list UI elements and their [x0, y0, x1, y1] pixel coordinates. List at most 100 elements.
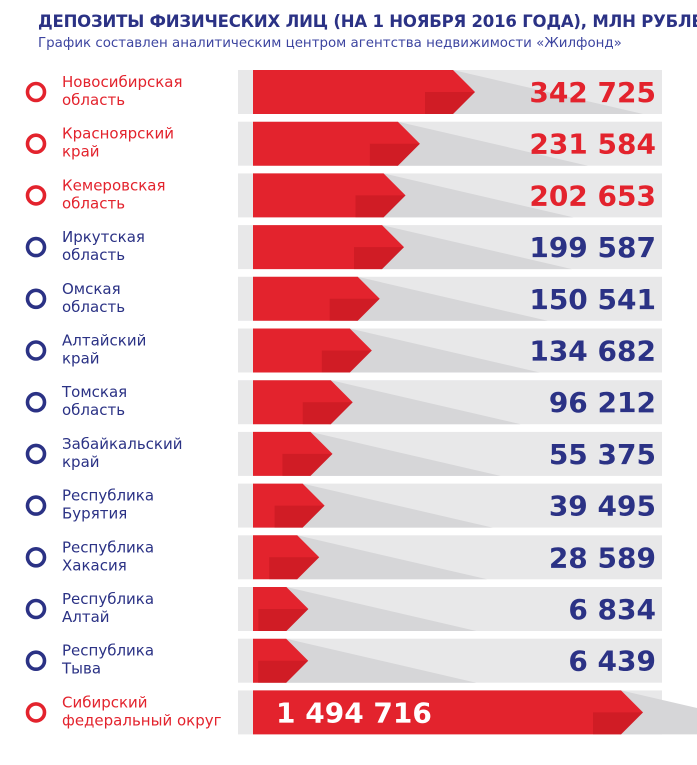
- row-label-panel: [14, 225, 238, 270]
- row-label-panel: [14, 70, 238, 114]
- bullet-ring-icon: [25, 391, 47, 413]
- bar-facet: [425, 92, 475, 114]
- bullet-ring-icon: [25, 443, 47, 465]
- row-label-panel: [14, 483, 238, 528]
- bar-shadow: [347, 328, 540, 373]
- row-label-line2: Хакасия: [62, 556, 127, 574]
- row-label-line2: федеральный округ: [62, 711, 222, 729]
- row-label-line1: Алтайский: [62, 332, 146, 350]
- value-label: 231 584: [529, 128, 656, 161]
- bar-facet: [369, 143, 420, 166]
- value-label: 150 541: [529, 283, 656, 316]
- bar: [253, 483, 325, 528]
- bar-facet: [355, 195, 406, 218]
- bar: [253, 638, 309, 683]
- row-label-line1: Республика: [62, 642, 154, 660]
- bar: [253, 328, 372, 373]
- row-label-line2: область: [62, 91, 125, 109]
- row-label-line2: Алтай: [62, 608, 110, 626]
- bar: [253, 121, 420, 166]
- row-label-panel: [14, 328, 238, 373]
- row-label-panel: [14, 173, 238, 218]
- row-label-line1: Красноярский: [62, 125, 174, 143]
- value-label: 134 682: [529, 335, 656, 368]
- value-label: 39 495: [549, 490, 656, 523]
- value-label: 96 212: [549, 386, 656, 419]
- value-label: 199 587: [529, 231, 656, 264]
- value-label: 6 439: [568, 645, 656, 678]
- bar-shadow: [308, 431, 501, 476]
- bar: [253, 690, 643, 735]
- bullet-ring-icon: [25, 340, 47, 361]
- bar-shadow: [328, 380, 521, 425]
- bar: [253, 587, 309, 631]
- row-label-line1: Республика: [62, 590, 154, 608]
- bullet-ring-icon: [25, 236, 47, 258]
- bar-shadow: [381, 173, 574, 218]
- bullet-ring-icon: [25, 546, 47, 568]
- row-label-panel: [14, 276, 238, 321]
- total-value-label: 1 494 716: [276, 696, 432, 729]
- bar-facet: [258, 660, 309, 683]
- bar-shadow: [451, 70, 643, 114]
- row-label-panel: [14, 121, 238, 166]
- bar: [253, 173, 406, 218]
- row-label-line1: Иркутская: [62, 228, 145, 246]
- row-label-line1: Кемеровская: [62, 176, 165, 194]
- bullet-ring-icon: [25, 81, 47, 103]
- chart-subtitle: График составлен аналитическим центром а…: [38, 36, 622, 51]
- row-label-line2: Тыва: [61, 660, 101, 678]
- row-label-panel: [14, 535, 238, 580]
- row-label-line1: Омская: [62, 280, 121, 298]
- row-label-panel: [14, 638, 238, 683]
- bar: [253, 431, 333, 476]
- bar-shadow: [380, 225, 573, 270]
- row-label-line1: Томская: [61, 383, 127, 401]
- bar-shadow: [295, 535, 488, 580]
- bar-facet: [593, 712, 643, 735]
- bar-facet: [258, 609, 309, 631]
- row-label-line2: край: [62, 143, 100, 161]
- row-label-line2: область: [62, 298, 125, 316]
- row-label-panel: [14, 587, 238, 631]
- bar-shadow: [395, 121, 588, 166]
- row-label-line1: Забайкальский: [62, 435, 182, 453]
- chart-title: ДЕПОЗИТЫ ФИЗИЧЕСКИХ ЛИЦ (НА 1 НОЯБРЯ 201…: [38, 12, 697, 31]
- bar-shadow: [355, 276, 548, 321]
- row-label-line1: Новосибирская: [62, 73, 183, 91]
- bar-facet: [269, 557, 320, 580]
- value-label: 55 375: [549, 438, 656, 471]
- bullet-ring-icon: [25, 650, 47, 672]
- bar: [253, 380, 353, 425]
- row-label-line2: область: [62, 401, 125, 419]
- bar-shadow: [619, 690, 697, 735]
- row-label-line1: Республика: [62, 487, 154, 505]
- bar-facet: [321, 350, 372, 373]
- row-label-panel: [14, 431, 238, 476]
- row-label-line2: область: [62, 194, 125, 212]
- row-label-line2: край: [62, 350, 100, 368]
- bullet-ring-icon: [25, 185, 47, 206]
- row-label-line2: Бурятия: [62, 505, 127, 523]
- bullet-ring-icon: [25, 598, 47, 620]
- bullet-ring-icon: [25, 702, 47, 723]
- row-label-line2: область: [62, 246, 125, 264]
- bar-facet: [274, 505, 325, 528]
- bar: [253, 225, 405, 270]
- bar-facet: [282, 453, 333, 476]
- row-label-panel: [14, 690, 238, 735]
- row-label-line1: Республика: [62, 538, 154, 556]
- value-label: 28 589: [549, 541, 656, 574]
- bar-shadow: [284, 638, 477, 683]
- bar: [253, 535, 320, 580]
- bar-facet: [302, 402, 353, 425]
- bar-facet: [329, 298, 380, 321]
- row-label-line1: Сибирский: [62, 693, 148, 711]
- value-label: 6 834: [568, 593, 656, 626]
- row-label-line2: край: [62, 453, 100, 471]
- bullet-ring-icon: [25, 495, 47, 516]
- bar-facet: [354, 247, 405, 270]
- bar: [253, 70, 475, 114]
- bar-shadow: [300, 483, 493, 528]
- bar: [253, 276, 380, 321]
